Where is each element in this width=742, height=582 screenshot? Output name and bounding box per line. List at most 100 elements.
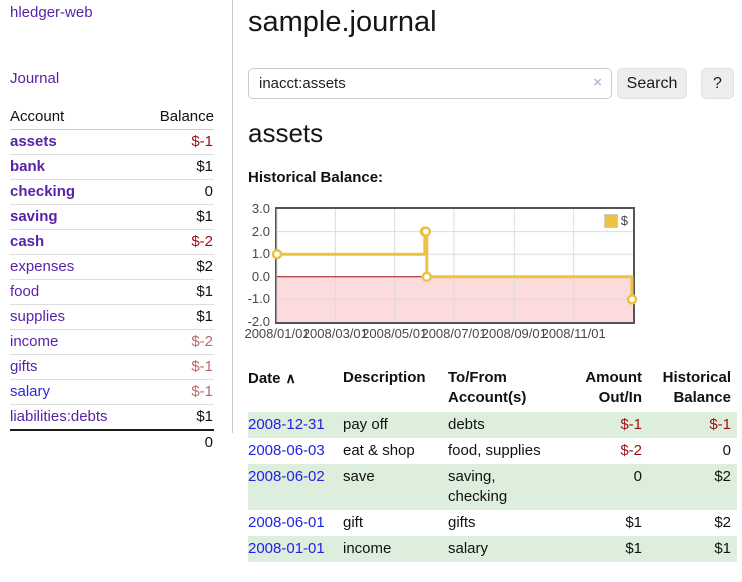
account-row: expenses $2: [10, 255, 214, 280]
date-column-header[interactable]: Date ∧: [248, 370, 296, 387]
chart-x-axis-labels: 2008/01/01 2008/03/01 2008/05/01 2008/07/01…: [244, 326, 742, 342]
legend-label: $: [620, 213, 628, 228]
transaction-date-link[interactable]: 2008-06-02: [248, 468, 325, 485]
account-row: liabilities:debts $1: [10, 405, 214, 430]
transaction-date-link[interactable]: 2008-06-03: [248, 442, 325, 459]
search-input[interactable]: [248, 68, 612, 99]
account-link-liabilities-debts[interactable]: liabilities:debts: [10, 408, 108, 425]
search-input-wrap: ×: [248, 68, 612, 99]
amount-column-header: Amount Out/In: [585, 369, 642, 406]
register-row: 2008-12-31 pay off debts $-1 $-1: [248, 412, 737, 438]
sidebar: hledger-web Journal Account Balance asse…: [0, 0, 233, 451]
register-table: Date ∧ Description To/From Account(s) Amo…: [248, 364, 737, 562]
transaction-amount: $1: [625, 514, 642, 531]
transaction-accounts: saving, checking: [448, 468, 508, 505]
account-row: bank $1: [10, 155, 214, 180]
register-header-row: Date ∧ Description To/From Account(s) Amo…: [248, 364, 737, 412]
account-balance: $2: [196, 258, 213, 275]
transaction-balance: $1: [714, 540, 731, 557]
search-button[interactable]: Search: [617, 68, 687, 99]
chart-legend: $: [601, 212, 630, 229]
clear-search-icon[interactable]: ×: [593, 74, 602, 91]
register-row: 2008-06-02 save saving, checking 0 $2: [248, 464, 737, 510]
historical-balance-label: Historical Balance:: [248, 169, 384, 186]
transaction-amount: $-1: [620, 416, 642, 433]
account-link-income[interactable]: income: [10, 333, 59, 350]
transaction-amount: $-2: [620, 442, 642, 459]
transaction-description: pay off: [343, 416, 388, 433]
account-row: gifts $-1: [10, 355, 214, 380]
account-balance: $1: [196, 208, 213, 225]
register-row: 2008-01-01 income salary $1 $1: [248, 536, 737, 562]
x-axis-tick-label: 2008/03/01: [302, 326, 368, 341]
chart-plot-area[interactable]: $: [271, 207, 638, 324]
app-title-link[interactable]: hledger-web: [10, 4, 93, 21]
account-balance: $1: [196, 308, 213, 325]
transaction-balance: 0: [722, 442, 731, 459]
account-balance: $1: [196, 283, 213, 300]
transaction-accounts: gifts: [448, 514, 476, 531]
balance-column-header: Balance: [141, 105, 214, 130]
account-balance: $-2: [191, 333, 213, 350]
account-balance: $1: [196, 158, 213, 175]
transaction-date-link[interactable]: 2008-12-31: [248, 416, 325, 433]
search-form: × Search ?: [248, 68, 742, 99]
account-link-salary[interactable]: salary: [10, 383, 51, 400]
accounts-table: Account Balance assets $-1 bank $1 check…: [10, 105, 214, 455]
account-column-header: Account: [10, 105, 142, 130]
x-axis-tick-label: 2008/11/01: [541, 326, 606, 341]
account-link-expenses[interactable]: expenses: [10, 258, 75, 275]
account-balance: $-2: [191, 233, 213, 250]
account-link-assets[interactable]: assets: [10, 133, 57, 150]
account-heading: assets: [248, 118, 324, 148]
sort-ascending-icon: ∧: [285, 370, 296, 386]
main-content: sample.journal × Search ? assets Histori…: [244, 0, 742, 562]
transaction-date-link[interactable]: 2008-06-01: [248, 514, 325, 531]
transaction-description: income: [343, 540, 392, 557]
account-link-checking[interactable]: checking: [10, 183, 76, 200]
tofrom-column-header: To/From Account(s): [448, 369, 527, 406]
account-link-bank[interactable]: bank: [10, 158, 46, 175]
x-axis-tick-label: 2008/07/01: [421, 326, 487, 341]
account-row: checking 0: [10, 180, 214, 205]
accounts-total-value: 0: [204, 434, 213, 451]
transaction-description: save: [343, 468, 375, 485]
sidebar-item-journal[interactable]: Journal: [10, 70, 60, 87]
description-column-header: Description: [343, 369, 426, 386]
transaction-date-link[interactable]: 2008-01-01: [248, 540, 325, 557]
account-row: supplies $1: [10, 305, 214, 330]
accounts-table-header: Account Balance: [10, 105, 214, 130]
transaction-balance: $2: [714, 514, 731, 531]
account-link-cash[interactable]: cash: [10, 233, 45, 250]
account-link-food[interactable]: food: [10, 283, 40, 300]
page-title: sample.journal: [248, 6, 437, 38]
accounts-total-row: 0: [10, 430, 214, 455]
transaction-balance: $-1: [709, 416, 731, 433]
account-row: saving $1: [10, 205, 214, 230]
account-row: income $-2: [10, 330, 214, 355]
account-row: salary $-1: [10, 380, 214, 405]
account-link-gifts[interactable]: gifts: [10, 358, 38, 375]
account-link-saving[interactable]: saving: [10, 208, 58, 225]
account-row: food $1: [10, 280, 214, 305]
account-balance: $1: [196, 408, 213, 425]
account-balance: $-1: [191, 133, 213, 150]
account-balance: 0: [204, 183, 213, 200]
account-balance: $-1: [191, 383, 213, 400]
transaction-balance: $2: [714, 468, 731, 485]
transaction-amount: $1: [625, 540, 642, 557]
x-axis-tick-label: 2008/01/01: [244, 326, 310, 341]
transaction-amount: 0: [633, 468, 642, 485]
help-button[interactable]: ?: [701, 68, 734, 99]
balance-column-header: Historical Balance: [662, 369, 731, 406]
transaction-description: gift: [343, 514, 364, 531]
account-row: assets $-1: [10, 130, 214, 155]
chart-canvas: [271, 209, 638, 322]
register-row: 2008-06-01 gift gifts $1 $2: [248, 510, 737, 536]
historical-balance-chart: 3.0 2.0 1.0 0.0 -1.0 -2.0 $ 2008/01/01 2008/03…: [244, 0, 742, 360]
account-link-supplies[interactable]: supplies: [10, 308, 66, 325]
transaction-accounts: debts: [448, 416, 485, 433]
x-axis-tick-label: 2008/09/01: [481, 326, 547, 341]
legend-swatch-icon: [603, 213, 618, 228]
